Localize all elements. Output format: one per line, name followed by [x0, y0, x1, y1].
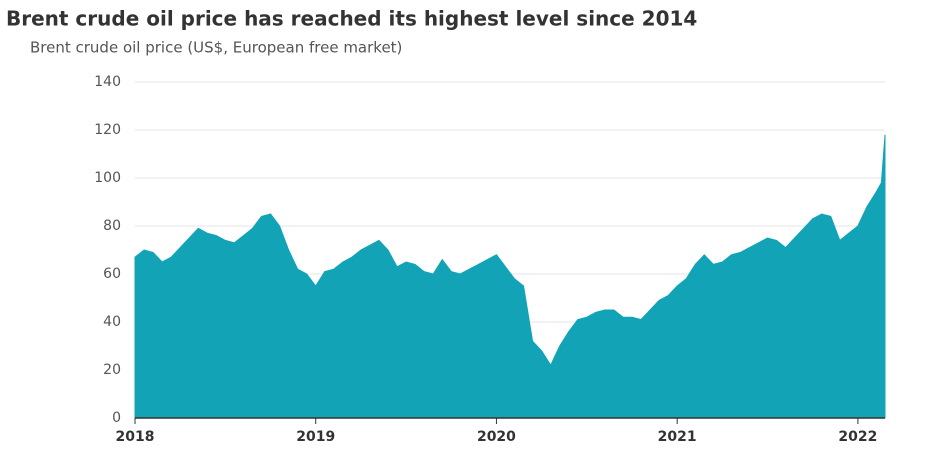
area	[134, 134, 886, 419]
y-tick-label: 40	[103, 314, 121, 330]
chart-title: Brent crude oil price has reached its hi…	[6, 7, 697, 31]
y-tick-label: 0	[112, 410, 121, 426]
y-tick-label: 140	[94, 74, 121, 90]
y-tick-label: 20	[103, 362, 121, 378]
x-tick-label: 2018	[116, 429, 155, 445]
x-tick-label: 2022	[838, 429, 877, 445]
x-tick-label: 2021	[658, 429, 697, 445]
x-tick-label: 2020	[477, 429, 516, 445]
y-tick-label: 100	[94, 170, 121, 186]
y-tick-label: 60	[103, 266, 121, 282]
y-tick-label: 120	[94, 122, 121, 138]
x-tick-label: 2019	[296, 429, 335, 445]
y-tick-label: 80	[103, 218, 121, 234]
chart-subtitle: Brent crude oil price (US$, European fre…	[30, 39, 402, 57]
